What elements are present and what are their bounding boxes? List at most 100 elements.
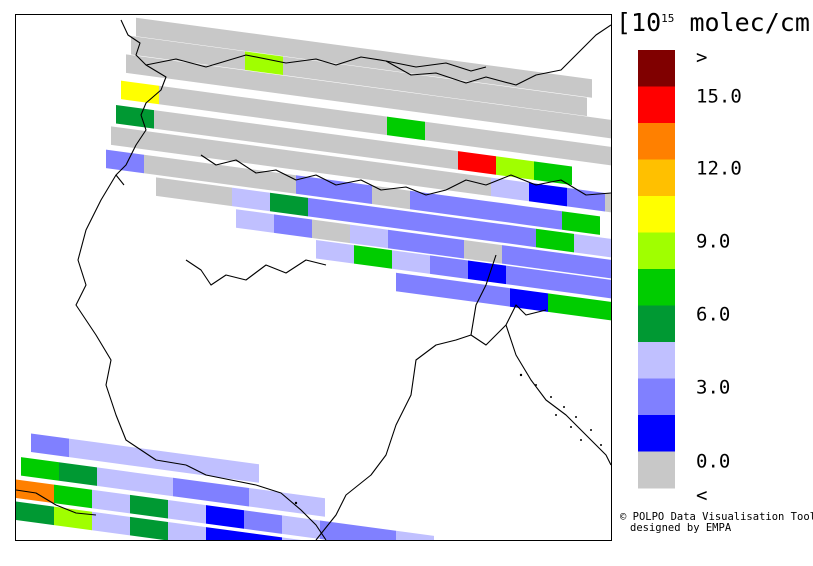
swath-pixel: [501, 131, 539, 156]
swath-pixel: [372, 185, 410, 210]
swath-pixel: [240, 69, 278, 94]
swath-pixel: [164, 59, 202, 84]
legend-tick-label: >: [696, 47, 707, 69]
swath-pixel: [16, 501, 54, 526]
swath-pixel: [263, 146, 301, 171]
swath-pixel: [354, 245, 392, 269]
swath-pixel: [549, 92, 587, 117]
swath-pixel: [31, 433, 69, 458]
swath-pixel: [511, 87, 549, 111]
legend-box: [638, 378, 675, 416]
swath-pixel: [316, 240, 354, 264]
swath-pixel: [586, 298, 611, 321]
legend-tick-label: 6.0: [696, 304, 730, 326]
swath-pixel: [544, 270, 582, 295]
swath-pixel: [468, 100, 506, 125]
swath-pixel: [420, 146, 458, 170]
swath-pixel: [339, 157, 377, 181]
swath-pixel: [258, 170, 296, 194]
swath-pixel: [426, 234, 464, 259]
swath-pixel: [268, 125, 306, 150]
swath-pixel: [206, 527, 244, 540]
swath-pixel: [382, 140, 420, 165]
swath-pixel: [468, 260, 506, 285]
border-france-switzerland: [115, 19, 167, 186]
satellite-swaths-north: [106, 17, 611, 321]
swath-pixel: [92, 511, 130, 536]
no2-map[interactable]: [16, 15, 611, 540]
swath-pixel: [192, 115, 230, 139]
legend-box: [638, 269, 675, 306]
swath-pixel: [312, 219, 350, 244]
swath-pixel: [282, 537, 302, 540]
swath-pixel: [278, 74, 316, 99]
swath-pixel: [321, 61, 359, 86]
swath-pixel: [69, 438, 107, 463]
swath-pixel: [130, 494, 168, 519]
swath-pixel: [54, 506, 92, 531]
swath-pixel: [496, 156, 534, 180]
swath-pixel: [605, 193, 611, 213]
swath-pixel: [539, 137, 577, 161]
swath-pixel: [529, 182, 567, 207]
legend-box: [638, 123, 675, 160]
swath-pixel: [230, 120, 268, 145]
swath-pixel: [434, 277, 472, 302]
swath-pixel: [212, 27, 250, 52]
legend-box: [638, 415, 675, 452]
swath-pixel: [149, 131, 187, 156]
border-switzerland-north: [145, 54, 487, 72]
swath-pixel: [111, 126, 149, 150]
swath-pixel: [130, 516, 168, 540]
swath-pixel: [582, 115, 611, 139]
swath-pixel: [502, 245, 540, 269]
swath-pixel: [116, 105, 154, 129]
coast-ligurian: [185, 464, 327, 540]
swath-pixel: [206, 505, 244, 529]
swath-pixel: [510, 288, 548, 312]
swath-pixel: [344, 135, 382, 160]
swath-pixel: [534, 161, 572, 186]
border-germany-austria: [385, 24, 611, 86]
swath-pixel: [402, 53, 440, 78]
legend-box: [638, 196, 675, 233]
swath-pixel: [577, 142, 611, 166]
swath-pixel: [388, 229, 426, 254]
swath-pixel: [183, 454, 221, 478]
swath-pixel: [491, 177, 529, 202]
swath-pixel: [562, 211, 600, 235]
legend-box: [638, 342, 675, 379]
swath-pixel: [430, 95, 468, 120]
border-austria-italy: [445, 174, 611, 196]
map-frame[interactable]: [15, 14, 612, 541]
swath-pixel: [16, 479, 54, 504]
border-slovenia: [470, 254, 547, 346]
legend-box: [638, 86, 675, 124]
swath-pixel: [425, 121, 463, 146]
swath-pixel: [244, 532, 282, 540]
swath-pixel: [506, 105, 544, 130]
swath-pixel: [249, 487, 287, 512]
swath-pixel: [358, 525, 396, 540]
swath-pixel: [220, 165, 258, 189]
swath-pixel: [282, 515, 320, 540]
swath-pixel: [225, 141, 263, 166]
swath-pixel: [472, 283, 510, 307]
swath-pixel: [232, 187, 270, 212]
swath-pixel: [174, 22, 212, 47]
swath-pixel: [250, 33, 288, 57]
legend-tick-label: <: [696, 485, 707, 506]
satellite-swaths-south: [16, 433, 434, 540]
swath-pixel: [136, 17, 174, 42]
swath-pixel: [478, 63, 516, 88]
swath-pixel: [121, 80, 159, 105]
swath-pixel: [377, 162, 415, 186]
swath-pixel: [135, 472, 173, 497]
swath-pixel: [244, 510, 282, 534]
swath-pixel: [59, 462, 97, 486]
swath-pixel: [145, 448, 183, 473]
swath-pixel: [349, 111, 387, 136]
swath-pixel: [524, 206, 562, 230]
swath-pixel: [182, 159, 220, 184]
swath-pixel: [288, 38, 326, 62]
